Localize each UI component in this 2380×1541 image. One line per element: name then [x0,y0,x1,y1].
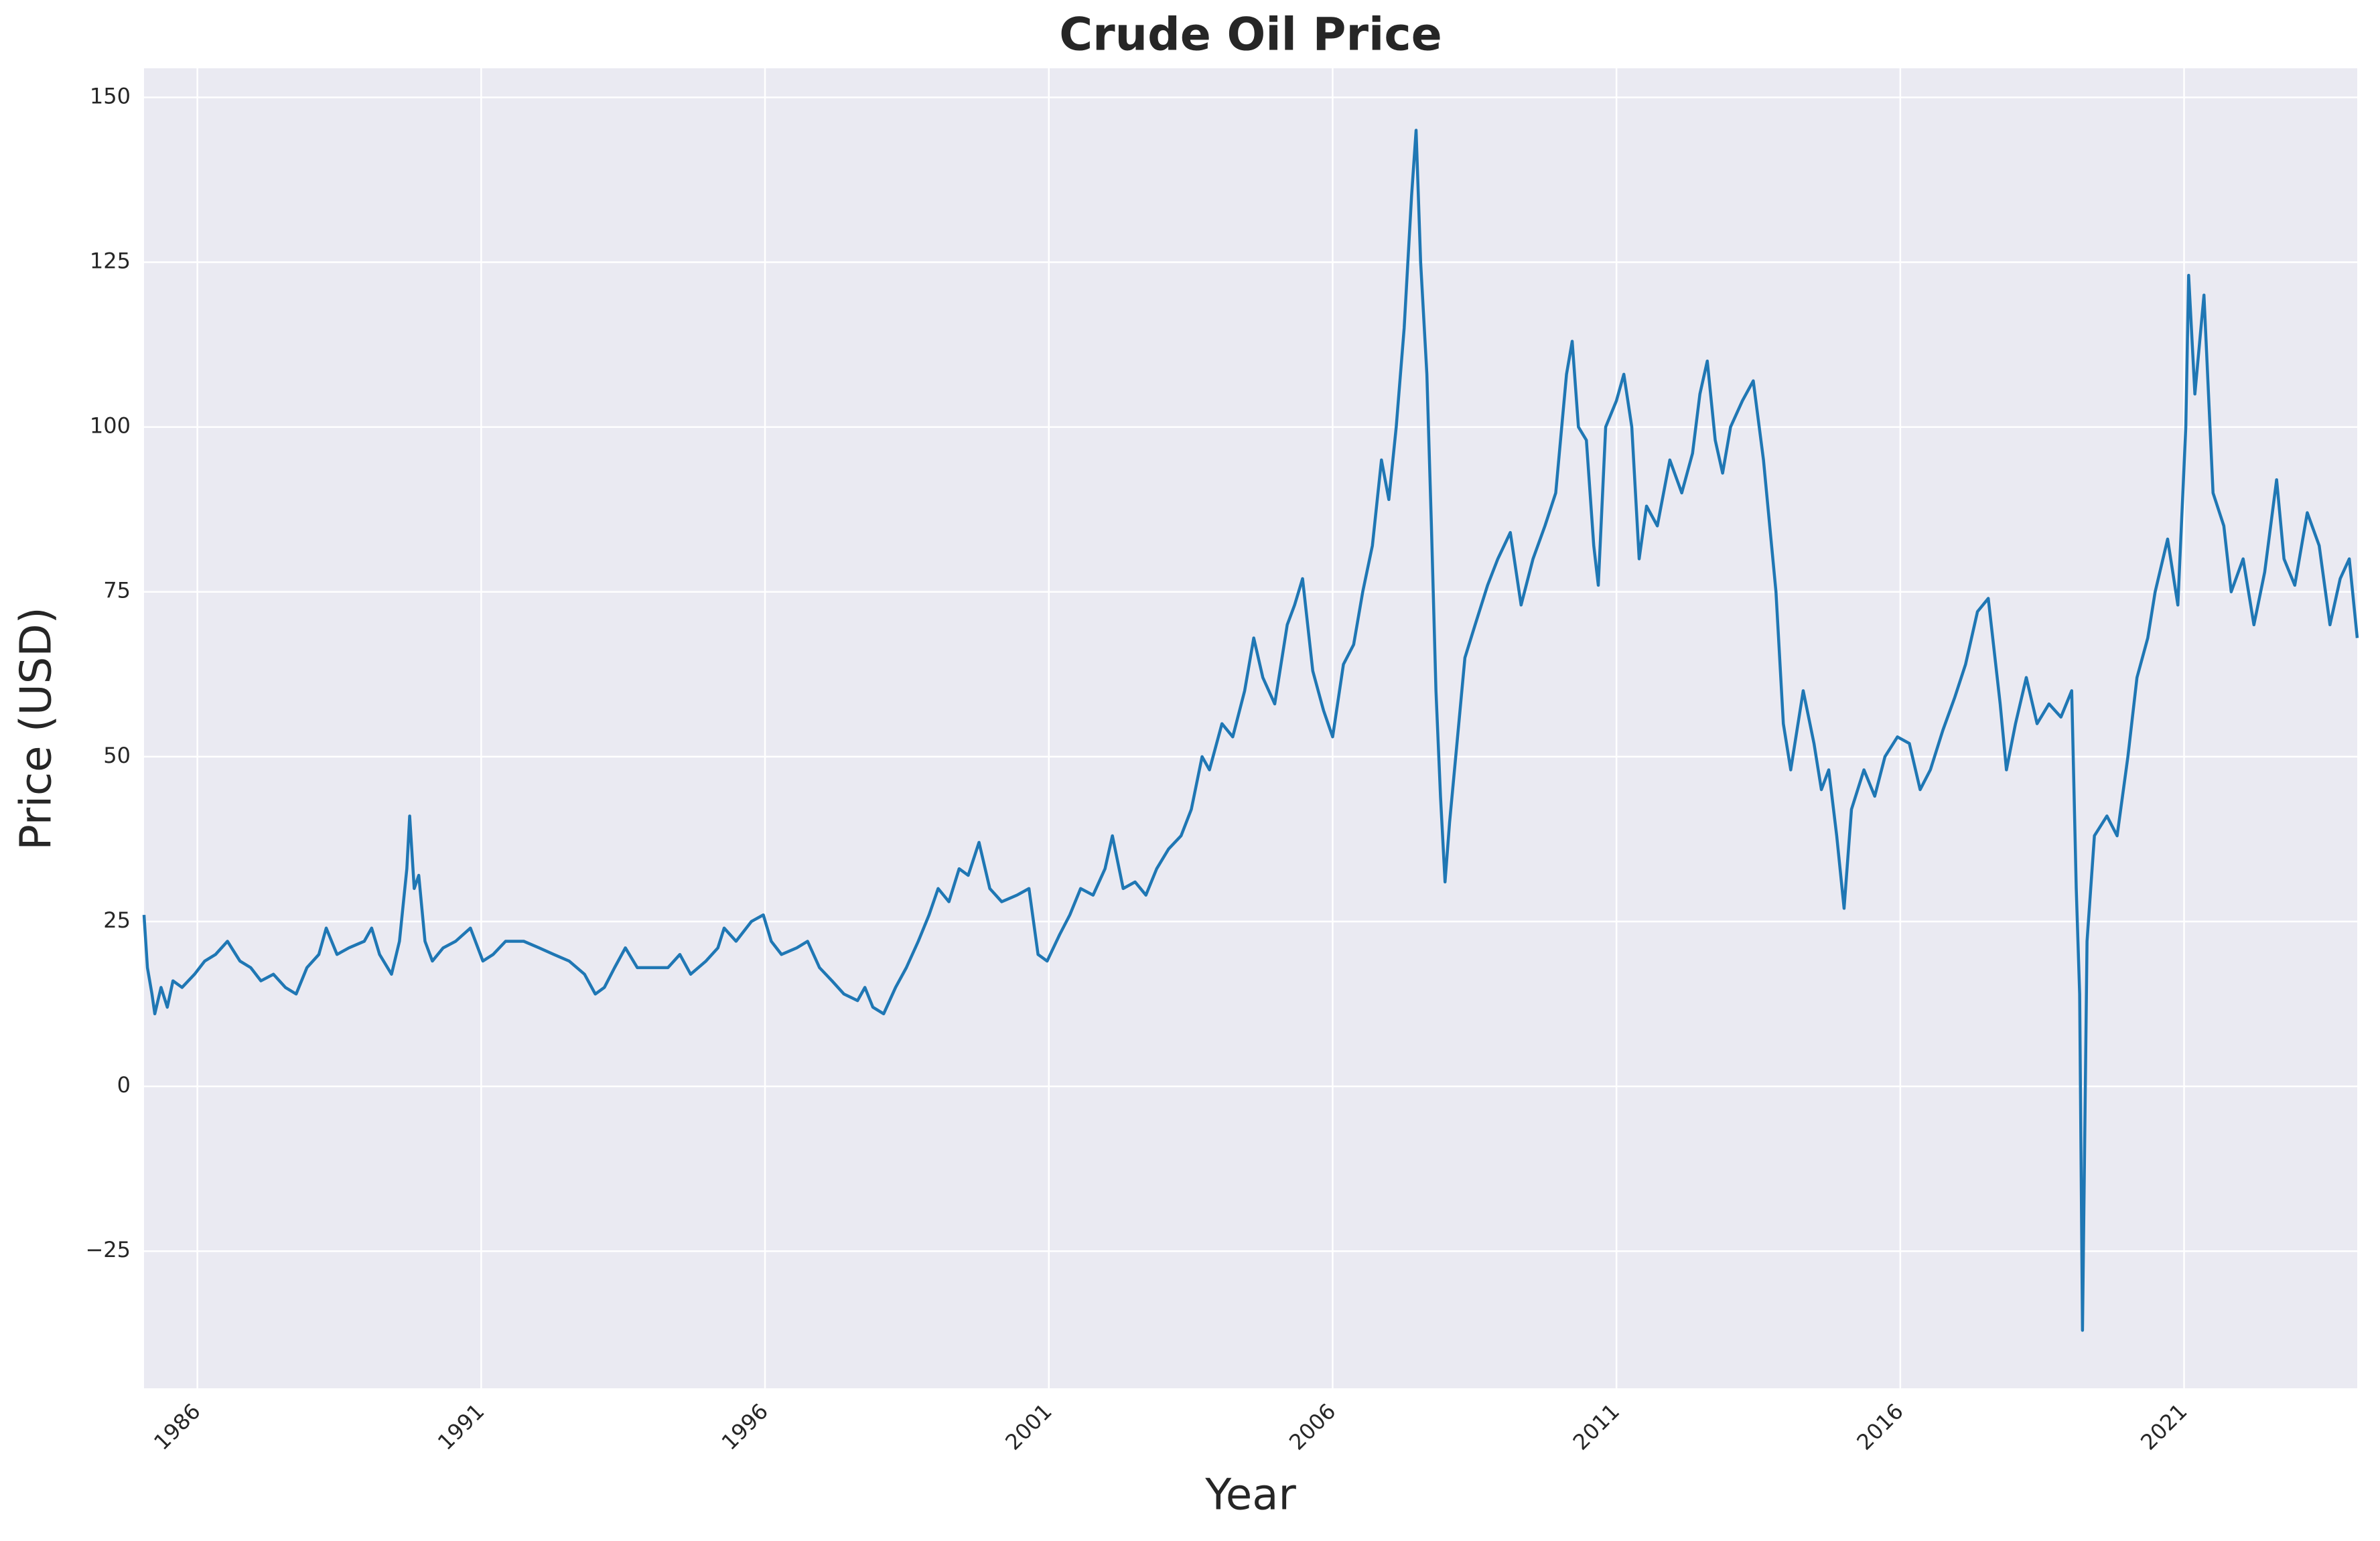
y-axis-label: Price (USD) [12,607,62,850]
x-tick-label: 1996 [717,1398,773,1455]
x-tick-label: 2021 [2136,1398,2192,1455]
y-tick-label: −25 [85,1237,131,1262]
y-tick-label: 25 [103,907,131,933]
x-axis-label: Year [1204,1471,1296,1520]
chart-title: Crude Oil Price [1059,9,1442,62]
y-tick-label: 100 [90,413,131,439]
x-tick-label: 2011 [1568,1398,1624,1455]
x-tick-label: 2001 [1000,1398,1056,1455]
x-tick-label: 2016 [1851,1398,1908,1455]
y-tick-label: 150 [90,83,131,108]
y-tick-label: 0 [117,1072,131,1098]
price-line [142,129,2359,1332]
y-tick-label: 50 [103,743,131,768]
plot-area [144,68,2357,1388]
x-tick-label: 1991 [433,1398,489,1455]
x-tick-label: 2006 [1284,1398,1340,1455]
x-tick-label: 1986 [149,1398,205,1455]
y-tick-label: 75 [103,578,131,603]
y-tick-label: 125 [90,248,131,273]
